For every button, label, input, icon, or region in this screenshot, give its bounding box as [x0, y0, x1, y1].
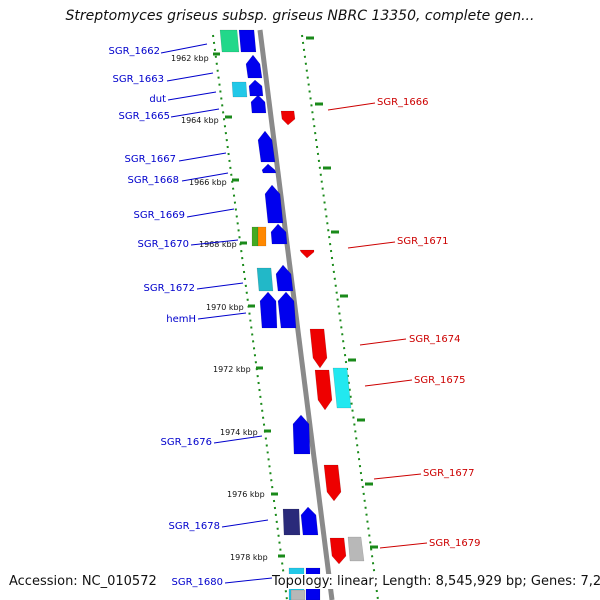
label-leader — [327, 102, 376, 111]
kbp-label: 1968 kbp — [199, 240, 237, 249]
gene-label-sgr-1672[interactable]: SGR_1672 — [144, 283, 196, 294]
genome-backbone — [257, 29, 335, 600]
gene-hemh-b[interactable] — [277, 291, 297, 329]
gene-sgr-1675-a[interactable] — [314, 369, 333, 411]
accession-text: Accession: NC_010572 — [9, 574, 157, 589]
gene-dut-b[interactable] — [248, 79, 264, 97]
gene-label-sgr-1662[interactable]: SGR_1662 — [109, 46, 161, 57]
kbp-label: 1970 kbp — [206, 303, 244, 312]
kbp-label: 1964 kbp — [181, 116, 219, 125]
gene-label-sgr-1665[interactable]: SGR_1665 — [119, 111, 171, 122]
gene-label-sgr-1680[interactable]: SGR_1680 — [172, 577, 224, 588]
label-leader — [196, 282, 244, 290]
kbp-label: 1974 kbp — [220, 428, 258, 437]
gene-sgr-1674[interactable] — [309, 328, 328, 369]
label-leader — [167, 91, 217, 101]
gene-label-sgr-1663[interactable]: SGR_1663 — [113, 74, 165, 85]
gene-sgr-1676[interactable] — [292, 414, 311, 455]
label-leader — [379, 542, 428, 549]
kbp-label: 1976 kbp — [227, 490, 265, 499]
gene-sgr-1678-a[interactable] — [282, 508, 301, 536]
gene-sgr-1667[interactable] — [257, 130, 276, 163]
gene-label-sgr-1675[interactable]: SGR_1675 — [414, 375, 466, 386]
label-leader — [359, 338, 407, 346]
gene-sgr-1670-c[interactable] — [270, 223, 288, 245]
gene-sgr-1662-a[interactable] — [219, 29, 240, 53]
label-leader — [186, 208, 235, 218]
label-leader — [364, 379, 413, 387]
gene-label-sgr-1667[interactable]: SGR_1667 — [125, 154, 177, 165]
gene-label-sgr-1670[interactable]: SGR_1670 — [138, 239, 190, 250]
gene-sgr-1663[interactable] — [245, 54, 263, 79]
kbp-label: 1978 kbp — [230, 553, 268, 562]
label-leader — [213, 435, 263, 444]
gene-partial-bottom[interactable] — [290, 589, 306, 600]
gene-sgr-1666[interactable] — [280, 110, 296, 126]
label-leader — [178, 152, 227, 162]
gene-label-sgr-1668[interactable]: SGR_1668 — [128, 175, 180, 186]
label-leader — [160, 43, 208, 54]
gene-label-sgr-1679[interactable]: SGR_1679 — [429, 538, 481, 549]
topology-text: Topology: linear; Length: 8,545,929 bp; … — [272, 574, 600, 589]
gene-sgr-1672-a[interactable] — [256, 267, 274, 292]
kbp-label: 1972 kbp — [213, 365, 251, 374]
kbp-label: 1966 kbp — [189, 178, 227, 187]
gene-sgr-1679-b[interactable] — [347, 536, 365, 562]
gene-label-sgr-1678[interactable]: SGR_1678 — [169, 521, 221, 532]
gene-sgr-1671[interactable] — [299, 249, 315, 259]
label-leader — [190, 239, 239, 246]
gene-label-sgr-1669[interactable]: SGR_1669 — [134, 210, 186, 221]
gene-sgr-1669[interactable] — [264, 184, 284, 224]
label-leader — [181, 172, 229, 182]
label-leader — [347, 241, 396, 249]
gene-label-dut[interactable]: dut — [149, 94, 166, 105]
label-leader — [373, 473, 422, 480]
gene-sgr-1665[interactable] — [250, 94, 267, 114]
gene-sgr-1675-b[interactable] — [332, 367, 352, 409]
gene-sgr-1668[interactable] — [261, 163, 277, 174]
gene-sgr-1670-a[interactable] — [251, 226, 259, 247]
gene-label-sgr-1677[interactable]: SGR_1677 — [423, 468, 475, 479]
gene-label-sgr-1666[interactable]: SGR_1666 — [377, 97, 429, 108]
gene-sgr-1662-b[interactable] — [238, 29, 257, 53]
label-leader — [170, 108, 220, 118]
gene-label-sgr-1674[interactable]: SGR_1674 — [409, 334, 461, 345]
label-leader — [221, 519, 269, 528]
gene-sgr-1670-b[interactable] — [257, 226, 267, 247]
label-leader — [224, 577, 273, 584]
gene-label-sgr-1676[interactable]: SGR_1676 — [161, 437, 213, 448]
gene-label-hemh[interactable]: hemH — [166, 314, 196, 325]
gene-label-sgr-1671[interactable]: SGR_1671 — [397, 236, 449, 247]
label-leader — [197, 312, 247, 320]
gene-sgr-1672-b[interactable] — [275, 264, 294, 292]
kbp-label: 1962 kbp — [171, 54, 209, 63]
label-leader — [166, 72, 214, 82]
gene-sgr-1679-a[interactable] — [329, 537, 347, 565]
gene-sgr-1677[interactable] — [323, 464, 342, 502]
gene-hemh[interactable] — [259, 291, 278, 329]
map-title: Streptomyces griseus subsp. griseus NBRC… — [65, 8, 535, 24]
gene-sgr-1678-b[interactable] — [300, 506, 319, 536]
gene-dut[interactable] — [231, 81, 248, 98]
